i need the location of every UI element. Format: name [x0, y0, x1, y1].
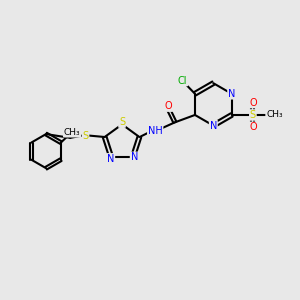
- Text: O: O: [249, 98, 257, 108]
- Text: S: S: [82, 130, 88, 140]
- Text: S: S: [119, 117, 125, 127]
- Text: Cl: Cl: [178, 76, 187, 85]
- Text: O: O: [165, 101, 172, 111]
- Text: S: S: [250, 110, 256, 120]
- Text: N: N: [210, 121, 217, 130]
- Text: CH₃: CH₃: [64, 128, 80, 137]
- Text: NH: NH: [148, 126, 163, 136]
- Text: O: O: [249, 122, 257, 132]
- Text: N: N: [130, 152, 138, 162]
- Text: N: N: [228, 89, 236, 99]
- Text: CH₃: CH₃: [266, 110, 283, 119]
- Text: N: N: [107, 154, 114, 164]
